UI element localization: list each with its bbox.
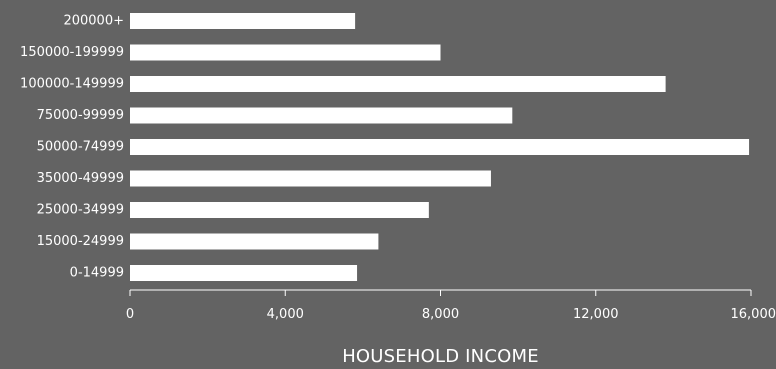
x-tick-label: 12,000 [573, 307, 619, 322]
category-label: 35000-49999 [37, 171, 124, 186]
category-label: 200000+ [63, 14, 124, 29]
category-labels-group: 200000+ 150000-199999 100000-149999 75000-9… [20, 14, 124, 281]
category-label: 0-14999 [70, 266, 124, 281]
x-tick-label: 0 [126, 307, 134, 322]
bar-75000-99999 [130, 107, 513, 124]
bar-35000-49999 [130, 170, 491, 187]
x-tick-label: 8,000 [422, 307, 459, 322]
category-label: 100000-149999 [20, 77, 124, 92]
category-label: 75000-99999 [37, 108, 124, 123]
bar-15000-24999 [130, 233, 379, 250]
bar-0-14999 [130, 265, 358, 281]
bars-group [130, 13, 750, 281]
bar-50000-74999 [130, 139, 750, 155]
category-label: 15000-24999 [37, 234, 124, 249]
bar-200000+ [130, 13, 356, 29]
category-label: 150000-199999 [20, 45, 124, 60]
category-label: 25000-34999 [37, 203, 124, 218]
bar-150000-199999 [130, 44, 441, 61]
category-label: 50000-74999 [37, 140, 124, 155]
x-tick-label: 16,000 [731, 307, 776, 322]
x-axis-title: HOUSEHOLD INCOME [342, 346, 539, 367]
x-ticks-group: 0 4,000 8,000 12,000 16,000 [126, 290, 776, 322]
bar-100000-149999 [130, 76, 666, 92]
x-tick-label: 4,000 [267, 307, 304, 322]
bar-25000-34999 [130, 202, 429, 218]
